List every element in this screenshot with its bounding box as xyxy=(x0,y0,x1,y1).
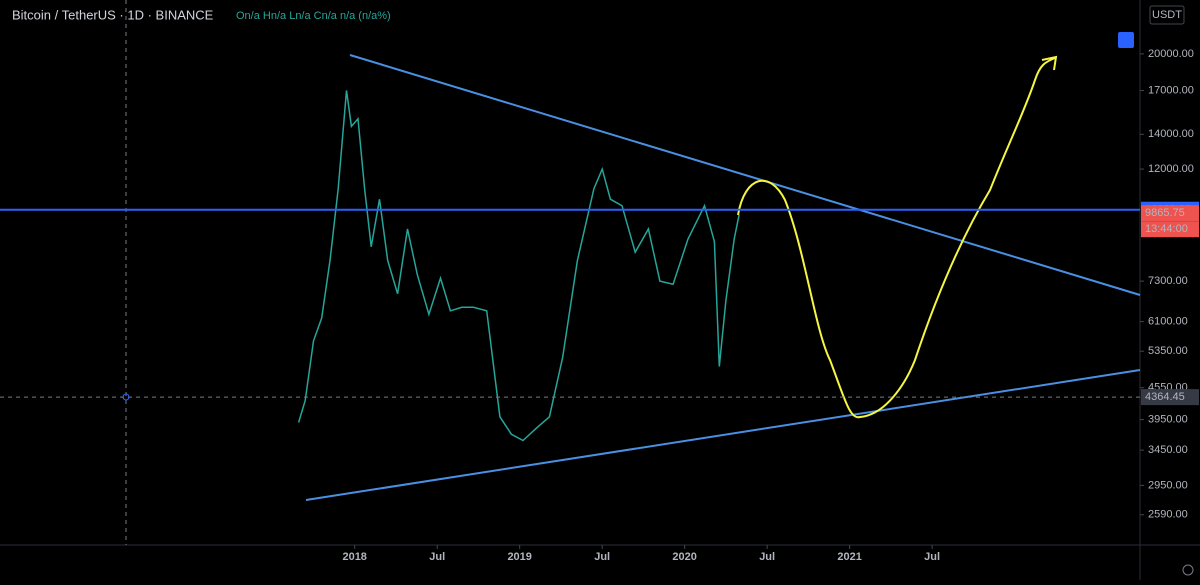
ohlc-values: On/a Hn/a Ln/a Cn/a n/a (n/a%) xyxy=(236,10,391,22)
y-tick-label: 6100.00 xyxy=(1148,316,1188,328)
settings-button[interactable] xyxy=(1182,564,1194,576)
y-tick-label: 2590.00 xyxy=(1148,509,1188,521)
x-tick-label: 2021 xyxy=(837,551,861,563)
scale-toggle[interactable] xyxy=(1118,32,1134,48)
countdown-badge xyxy=(1141,221,1199,238)
currency-badge[interactable] xyxy=(1149,5,1185,25)
lower-trendline xyxy=(305,369,1141,501)
upper-trendline xyxy=(349,54,1141,296)
price-level-label: 4364.45 xyxy=(1145,391,1185,403)
y-tick-label: 7300.00 xyxy=(1148,275,1188,287)
price-level-badge xyxy=(1141,389,1199,406)
symbol-title: Bitcoin / TetherUS · 1D · BINANCE xyxy=(12,7,214,22)
x-tick-label: 2019 xyxy=(507,551,531,563)
x-tick-label: Jul xyxy=(924,551,940,563)
currency-label: USDT xyxy=(1152,9,1182,21)
y-tick-label: 3450.00 xyxy=(1148,444,1188,456)
x-tick-label: Jul xyxy=(759,551,775,563)
countdown-label: 13:44:00 xyxy=(1145,223,1188,235)
x-tick-label: 2020 xyxy=(672,551,696,563)
x-tick-label: Jul xyxy=(429,551,445,563)
price-level-label: 9865.75 xyxy=(1145,207,1185,219)
projection-curve xyxy=(737,55,1058,419)
y-tick-label: 20000.00 xyxy=(1148,48,1194,60)
y-tick-label: 17000.00 xyxy=(1148,84,1194,96)
y-tick-label: 3950.00 xyxy=(1148,414,1188,426)
price-level-badge xyxy=(1141,205,1199,222)
y-tick-label: 5350.00 xyxy=(1148,345,1188,357)
x-tick-label: 2018 xyxy=(342,551,366,563)
y-tick-label: 12000.00 xyxy=(1148,163,1194,175)
y-tick-label: 14000.00 xyxy=(1148,128,1194,140)
x-tick-label: Jul xyxy=(594,551,610,563)
price-line xyxy=(297,90,740,442)
y-tick-label: 2950.00 xyxy=(1148,479,1188,491)
